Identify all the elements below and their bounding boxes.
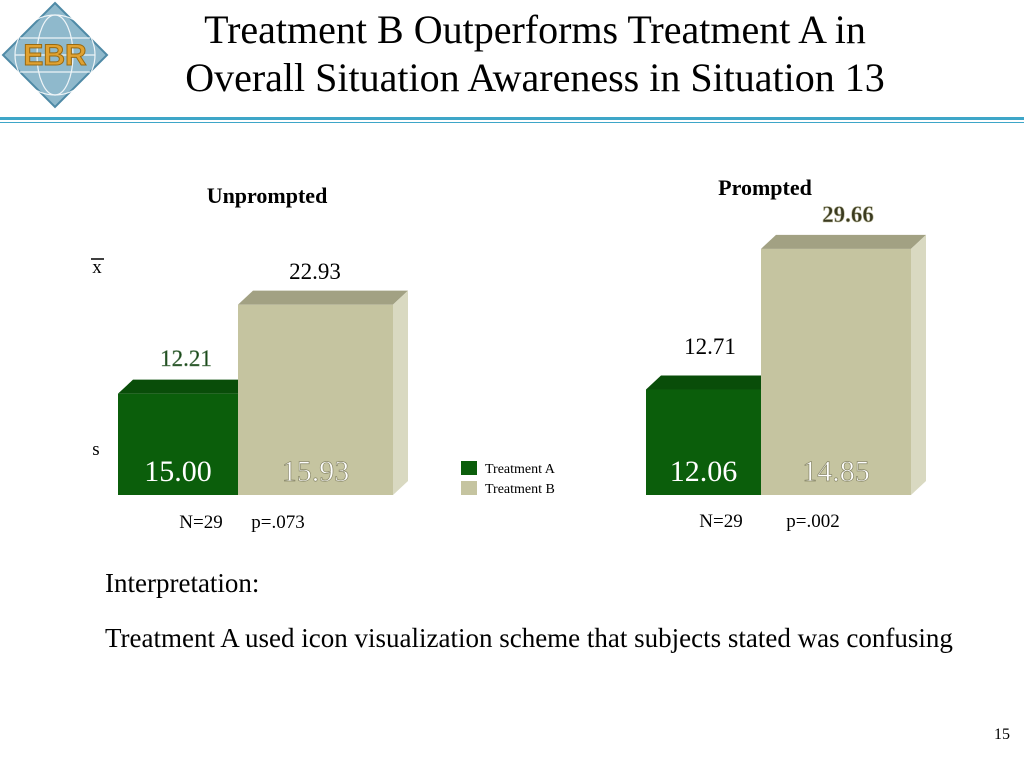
- bar-charts: Unprompted 12.21 22.93 15.00 15.93 N=29 p=.073…: [91, 175, 926, 533]
- slide-title: Treatment B Outperforms Treatment A in O…: [120, 6, 950, 102]
- title-line-2: Overall Situation Awareness in Situation…: [185, 55, 885, 100]
- sd-label-b-1: 15.93: [282, 455, 350, 488]
- bar-treatment-b-1-top: [238, 290, 408, 305]
- page-number: 15: [994, 726, 1010, 743]
- bar-treatment-a-2-top: [646, 375, 776, 390]
- row-label-sd: s: [92, 439, 99, 460]
- mean-label-a-2: 12.71: [684, 334, 736, 359]
- n-label-1: N=29: [179, 512, 222, 533]
- title-rule: [0, 117, 1024, 120]
- interpretation-heading: Interpretation:: [105, 568, 260, 598]
- bar-treatment-a-2-front: [646, 389, 761, 495]
- chart-2-title: Prompted: [718, 175, 812, 200]
- bar-treatment-b-2-front: [761, 248, 911, 495]
- interpretation-text: Treatment A used icon visualization sche…: [105, 623, 953, 653]
- title-line-1: Treatment B Outperforms Treatment A in: [204, 7, 866, 52]
- bar-treatment-b-1-front: [238, 304, 393, 495]
- mean-label-b-2: 29.66: [822, 202, 874, 227]
- title-rule-thin: [0, 122, 1024, 123]
- legend-swatch-1: [461, 461, 477, 475]
- sd-label-b-2: 14.85: [802, 455, 870, 488]
- sd-label-a-1: 15.00: [144, 455, 212, 488]
- n-label-2: N=29: [699, 511, 742, 532]
- sd-label-a-2: 12.06: [670, 455, 738, 488]
- legend-swatch-2: [461, 481, 477, 495]
- legend-label-2: Treatment B: [485, 482, 555, 497]
- bar-treatment-b-2-side: [911, 234, 926, 495]
- bar-treatment-a-1-top: [118, 379, 253, 394]
- p-label-2: p=.002: [786, 511, 839, 532]
- legend-label-1: Treatment A: [485, 462, 556, 477]
- bar-treatment-b-1-side: [393, 290, 408, 495]
- logo-text: EBR: [23, 39, 87, 72]
- chart-1-title: Unprompted: [207, 183, 328, 208]
- ebr-logo: EBR: [1, 1, 109, 109]
- p-label-1: p=.073: [251, 512, 304, 533]
- mean-label-b-1: 22.93: [289, 259, 341, 284]
- bar-treatment-b-2-top: [761, 234, 926, 249]
- mean-label-a-1: 12.21: [160, 346, 212, 371]
- row-label-mean: x: [92, 257, 102, 278]
- bar-treatment-a-1-front: [118, 393, 238, 495]
